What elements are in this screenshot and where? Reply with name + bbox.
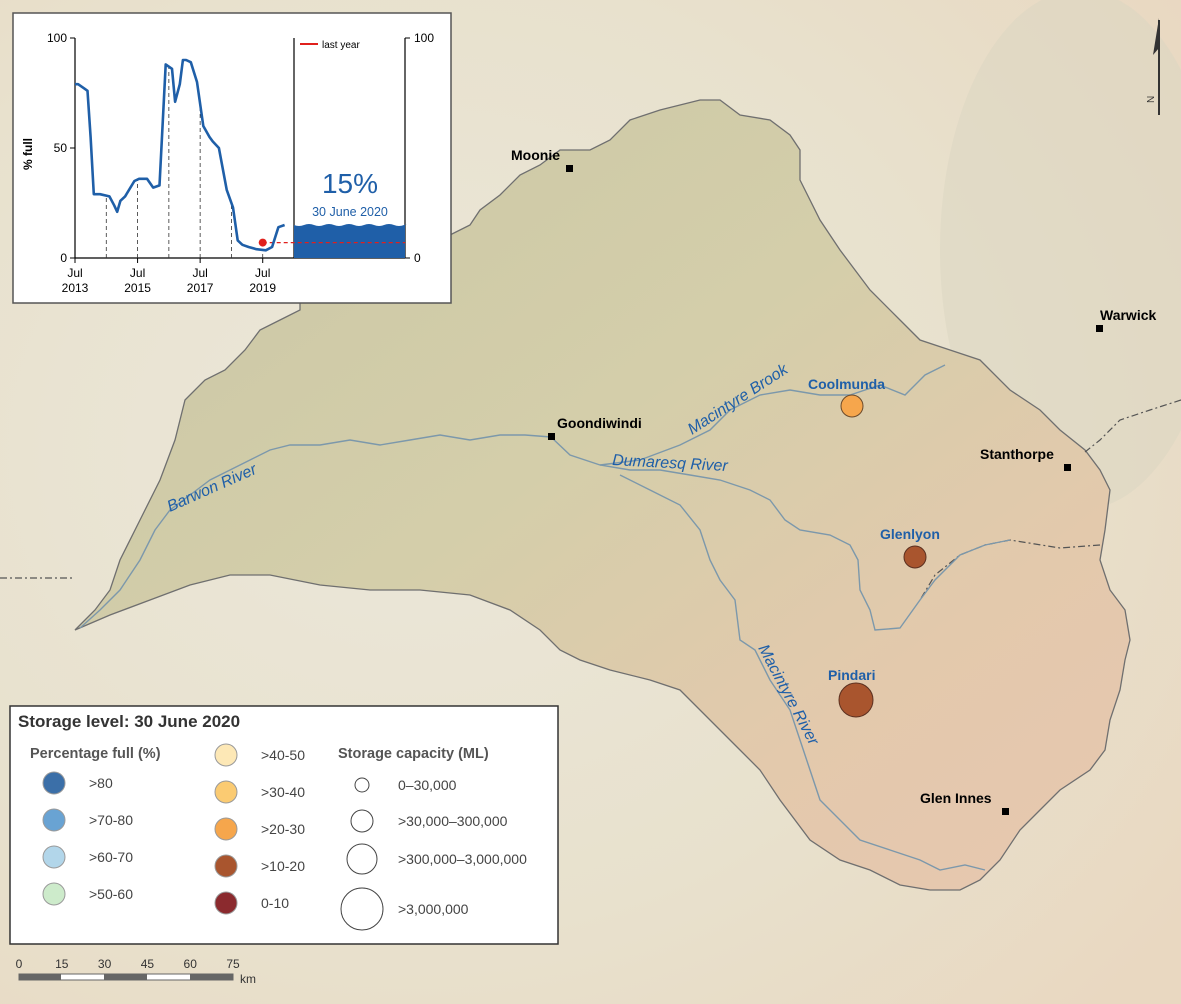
x-tick-month: Jul	[67, 266, 82, 280]
capacity-swatch-1	[350, 809, 374, 833]
barwon-river-line	[79, 434, 552, 629]
town-label-warwick: Warwick	[1100, 307, 1156, 323]
scale-tick-label: 0	[16, 957, 23, 971]
legend-percent-label: >40-50	[261, 747, 305, 763]
legend-swatch-4	[214, 743, 238, 767]
town-label-moonie: Moonie	[511, 147, 560, 163]
storage-label-glenlyon: Glenlyon	[880, 526, 940, 542]
pindari-storage-marker[interactable]	[838, 682, 874, 718]
inset-frame	[12, 12, 452, 304]
legend-percent-label: >50-60	[89, 886, 133, 902]
legend-percent-label: >10-20	[261, 858, 305, 874]
legend-percent-label: >70-80	[89, 812, 133, 828]
current-percent-label: 15%	[322, 168, 378, 199]
legend-capacity-heading: Storage capacity (ML)	[338, 746, 489, 762]
x-tick-year: 2015	[124, 281, 151, 295]
glenlyon-storage-marker[interactable]	[903, 545, 927, 569]
legend-swatch-5	[214, 780, 238, 804]
inset-chart: 100 50 0 % full 100 0 Jul2013Jul2015Jul2…	[12, 12, 452, 304]
legend-capacity-label: 0–30,000	[398, 777, 457, 793]
y-axis-label: % full	[21, 138, 35, 170]
x-tick-year: 2017	[187, 281, 214, 295]
goondiwindi-marker-icon	[548, 433, 555, 440]
macintyre-brook-line	[599, 364, 946, 466]
right-tick-0: 0	[414, 251, 421, 265]
legend-swatch-6	[214, 817, 238, 841]
warwick-marker-icon	[1096, 325, 1103, 332]
x-tick-month: Jul	[192, 266, 207, 280]
storage-series-line	[75, 58, 286, 252]
legend-percent-heading: Percentage full (%)	[30, 746, 161, 762]
town-label-goondiwindi: Goondiwindi	[557, 415, 642, 431]
legend-percent-label: >80	[89, 775, 113, 791]
x-tick-year: 2019	[249, 281, 276, 295]
legend-swatch-1	[42, 808, 66, 832]
north-label: N	[1146, 96, 1157, 103]
current-date-label: 30 June 2020	[312, 205, 388, 219]
legend-percent-label: >20-30	[261, 821, 305, 837]
town-label-glen-innes: Glen Innes	[920, 790, 992, 806]
river-label-dumaresq: Dumaresq River	[612, 452, 729, 475]
scale-tick-label: 75	[226, 957, 240, 971]
legend-title: Storage level: 30 June 2020	[18, 712, 240, 731]
legend-percent-label: >60-70	[89, 849, 133, 865]
capacity-swatch-0	[354, 777, 370, 793]
glen-innes-marker-icon	[1002, 808, 1009, 815]
north-arrow-icon: N	[1146, 18, 1160, 115]
year-gridlines	[105, 66, 264, 258]
moonie-marker-icon	[566, 165, 573, 172]
scale-bar: 0 15 30 45 60 75 km	[16, 957, 256, 986]
storage-label-coolmunda: Coolmunda	[808, 376, 885, 392]
dumaresq-river-line	[550, 436, 1011, 631]
legend-capacity-label: >300,000–3,000,000	[398, 851, 527, 867]
last-year-legend-label: last year	[322, 40, 360, 51]
town-markers: Moonie Goondiwindi Warwick Stanthorpe Gl…	[511, 147, 1156, 815]
scale-tick-label: 15	[55, 957, 69, 971]
legend-capacity-label: >30,000–300,000	[398, 813, 508, 829]
legend-capacity-items: 0–30,000 >30,000–300,000 >300,000–3,000,00…	[340, 777, 527, 931]
legend-swatch-3	[42, 882, 66, 906]
town-label-stanthorpe: Stanthorpe	[980, 446, 1054, 462]
legend-swatch-0	[42, 771, 66, 795]
legend-swatch-7	[214, 854, 238, 878]
current-storage-fill	[294, 224, 407, 258]
x-tick-month: Jul	[130, 266, 145, 280]
x-tick-year: 2013	[62, 281, 89, 295]
macintyre-river-line	[619, 474, 986, 871]
last-year-point	[258, 238, 267, 247]
legend-swatch-2	[42, 845, 66, 869]
legend-capacity-label: >3,000,000	[398, 901, 469, 917]
scale-tick-label: 60	[184, 957, 198, 971]
stanthorpe-marker-icon	[1064, 464, 1071, 471]
scale-tick-label: 30	[98, 957, 112, 971]
legend-frame	[9, 705, 559, 945]
scale-tick-label: 45	[141, 957, 155, 971]
right-tick-100: 100	[414, 31, 434, 45]
legend-panel: Storage level: 30 June 2020 Percentage f…	[9, 705, 559, 945]
storage-markers: Coolmunda Glenlyon Pindari	[808, 376, 940, 718]
capacity-swatch-2	[346, 843, 378, 875]
legend-percent-label: 0-10	[261, 895, 289, 911]
legend-percent-items: >80 >70-80 >60-70 >50-60 >40-50 >30-40 >20-30 >…	[42, 743, 305, 915]
storage-label-pindari: Pindari	[828, 667, 875, 683]
capacity-swatch-3	[340, 887, 384, 931]
coolmunda-storage-marker[interactable]	[840, 394, 864, 418]
y-tick-0: 0	[60, 251, 67, 265]
river-network	[79, 364, 1011, 871]
x-tick-month: Jul	[255, 266, 270, 280]
legend-swatch-8	[214, 891, 238, 915]
legend-percent-label: >30-40	[261, 784, 305, 800]
y-tick-50: 50	[54, 141, 68, 155]
scale-unit: km	[240, 972, 256, 986]
y-tick-100: 100	[47, 31, 67, 45]
